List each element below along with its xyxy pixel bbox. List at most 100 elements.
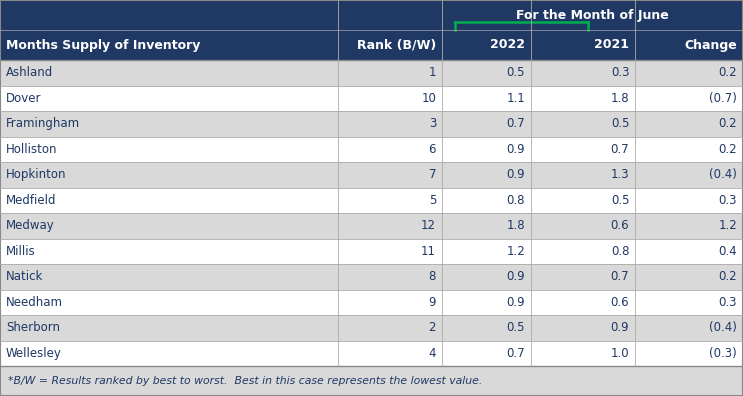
Text: 0.5: 0.5 (507, 66, 525, 79)
Bar (635, 341, 743, 366)
Bar (442, 264, 531, 289)
Text: 2021: 2021 (594, 38, 629, 51)
Text: 0.8: 0.8 (611, 245, 629, 258)
Text: Sherborn: Sherborn (6, 321, 60, 334)
Text: Holliston: Holliston (6, 143, 57, 156)
Bar (0, 86, 338, 111)
Bar (442, 187, 531, 213)
Bar (0, 213, 338, 238)
Text: 0.2: 0.2 (718, 117, 737, 130)
Bar (531, 86, 635, 111)
Bar (635, 264, 743, 289)
Text: 0.5: 0.5 (611, 117, 629, 130)
Text: 0.9: 0.9 (507, 168, 525, 181)
Bar (338, 137, 442, 162)
Bar (338, 86, 442, 111)
Bar (531, 289, 635, 315)
Text: Change: Change (684, 38, 737, 51)
Bar (531, 162, 635, 187)
Bar (442, 30, 531, 60)
Text: 0.6: 0.6 (611, 219, 629, 232)
Text: 10: 10 (421, 92, 436, 105)
Bar (442, 111, 531, 137)
Bar (531, 111, 635, 137)
Bar (531, 238, 635, 264)
Text: Millis: Millis (6, 245, 36, 258)
Bar (338, 30, 442, 60)
Text: 0.5: 0.5 (611, 194, 629, 207)
Text: Ashland: Ashland (6, 66, 53, 79)
Text: 0.2: 0.2 (718, 143, 737, 156)
Bar (338, 264, 442, 289)
Bar (0, 30, 338, 60)
Bar (442, 289, 531, 315)
Text: 0.9: 0.9 (611, 321, 629, 334)
Bar (531, 30, 635, 60)
Text: Natick: Natick (6, 270, 43, 283)
Text: 0.2: 0.2 (718, 66, 737, 79)
Bar (635, 137, 743, 162)
Text: *B/W = Results ranked by best to worst.  Best in this case represents the lowest: *B/W = Results ranked by best to worst. … (8, 376, 482, 386)
Bar (531, 137, 635, 162)
Bar (531, 213, 635, 238)
Bar (0, 289, 338, 315)
Text: 0.9: 0.9 (507, 143, 525, 156)
Text: (0.4): (0.4) (709, 321, 737, 334)
Bar (635, 86, 743, 111)
Text: Wellesley: Wellesley (6, 347, 62, 360)
Bar (635, 187, 743, 213)
Text: 0.2: 0.2 (718, 270, 737, 283)
Text: 0.4: 0.4 (718, 245, 737, 258)
Text: Medway: Medway (6, 219, 55, 232)
Bar (0, 315, 338, 341)
Bar (531, 187, 635, 213)
Bar (0, 162, 338, 187)
Text: Rank (B/W): Rank (B/W) (357, 38, 436, 51)
Text: 1.2: 1.2 (507, 245, 525, 258)
Text: 1.1: 1.1 (507, 92, 525, 105)
Text: For the Month of June: For the Month of June (516, 8, 669, 21)
Text: Framingham: Framingham (6, 117, 80, 130)
Text: 6: 6 (429, 143, 436, 156)
Text: (0.7): (0.7) (709, 92, 737, 105)
Bar (442, 137, 531, 162)
Bar (635, 289, 743, 315)
Bar (442, 86, 531, 111)
Bar (0, 341, 338, 366)
Bar (0, 366, 743, 396)
Bar (338, 341, 442, 366)
Text: 3: 3 (429, 117, 436, 130)
Text: 1.8: 1.8 (507, 219, 525, 232)
Bar (442, 315, 531, 341)
Bar (0, 264, 338, 289)
Bar (635, 238, 743, 264)
Bar (442, 213, 531, 238)
Text: 12: 12 (421, 219, 436, 232)
Text: 0.9: 0.9 (507, 270, 525, 283)
Text: 2022: 2022 (490, 38, 525, 51)
Text: 0.3: 0.3 (611, 66, 629, 79)
Text: 0.7: 0.7 (507, 117, 525, 130)
Bar (338, 213, 442, 238)
Text: Dover: Dover (6, 92, 42, 105)
Bar (531, 315, 635, 341)
Text: (0.3): (0.3) (710, 347, 737, 360)
Text: 0.7: 0.7 (611, 143, 629, 156)
Bar (0, 111, 338, 137)
Text: Needham: Needham (6, 296, 63, 309)
Bar (531, 264, 635, 289)
Text: 1.8: 1.8 (611, 92, 629, 105)
Bar (442, 238, 531, 264)
Text: 1.0: 1.0 (611, 347, 629, 360)
Text: 7: 7 (429, 168, 436, 181)
Bar (338, 187, 442, 213)
Text: 9: 9 (429, 296, 436, 309)
Bar (442, 162, 531, 187)
Bar (0, 60, 338, 86)
Text: 5: 5 (429, 194, 436, 207)
Text: 1.2: 1.2 (718, 219, 737, 232)
Bar (338, 315, 442, 341)
Bar (531, 341, 635, 366)
Text: 0.7: 0.7 (611, 270, 629, 283)
Bar (338, 238, 442, 264)
